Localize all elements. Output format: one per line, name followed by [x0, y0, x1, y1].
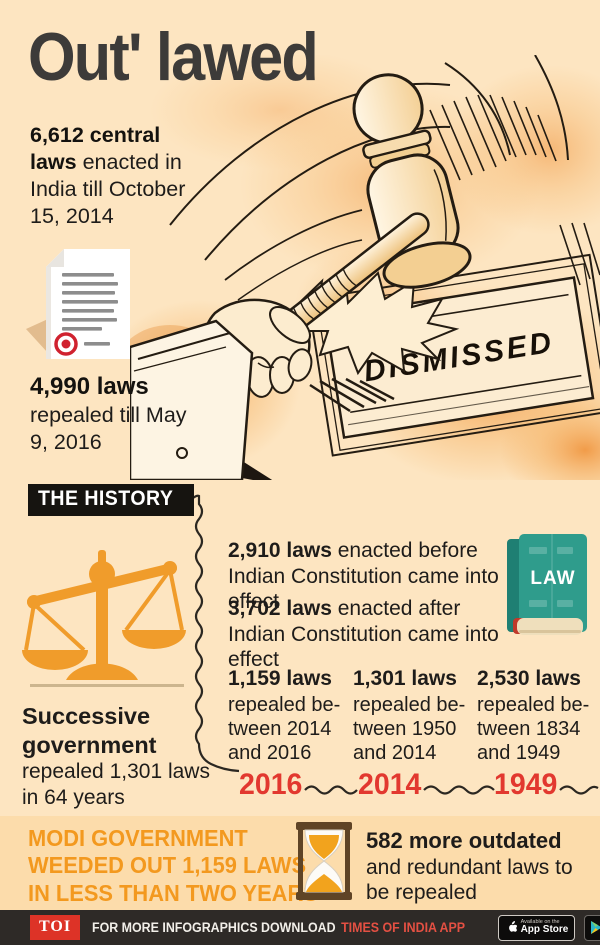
sleeve — [130, 319, 254, 480]
stat-column-line: and 2016 — [228, 742, 312, 765]
badge-line1: Available on the — [520, 918, 560, 925]
stat-laws-enacted: 6,612 central laws enacted in India till… — [30, 122, 206, 230]
footer-promo-white: FOR MORE INFOGRAPHICS DOWNLOAD — [92, 920, 336, 935]
section-label-history-text: THE HISTORY — [38, 487, 174, 510]
caption-successive-government: Successive government repealed 1,301 law… — [22, 702, 218, 811]
stat-laws-enacted-label: enacted in India till October 15, 2014 — [30, 149, 186, 228]
document-icon — [26, 249, 130, 359]
timeline-year-1949: 1949 — [494, 768, 558, 801]
apple-icon — [508, 920, 517, 932]
stat-laws-repealed-label: repealed till May 9, 2016 — [30, 403, 187, 454]
stat-column-line: tween 1834 — [477, 718, 581, 741]
caption-successive-bold: Successive government — [22, 703, 157, 758]
stat-column-value: 2,530 laws — [477, 667, 581, 690]
section-label-history: THE HISTORY — [28, 484, 194, 516]
hatching-lines — [429, 94, 600, 286]
footer-promo-red: TIMES OF INDIA APP — [341, 920, 466, 935]
stat-column-line: repealed be- — [228, 694, 341, 717]
toi-logo: TOI — [30, 915, 81, 940]
timeline-year-2016: 2016 — [239, 768, 303, 801]
badge-line2: App Store — [520, 924, 569, 936]
modi-line: WEEDED OUT 1,159 LAWS — [28, 852, 307, 879]
stat-column-line: tween 1950 — [353, 718, 457, 741]
hourglass-icon — [296, 822, 352, 900]
stat-laws-repealed-value: 4,990 laws — [30, 373, 149, 400]
stat-before-constitution-value: 2,910 laws — [228, 539, 332, 562]
stat-before-constitution-label: enacted before Indian Constitution came … — [228, 539, 499, 614]
modi-line: IN LESS THAN TWO YEARS — [28, 879, 318, 906]
caption-successive-rest: repealed 1,301 laws in 64 years — [22, 760, 210, 809]
stat-after-constitution: 3,702 laws enacted after Indian Constitu… — [228, 596, 522, 673]
footer-promo-text: FOR MORE INFOGRAPHICS DOWNLOAD TIMES OF I… — [92, 920, 465, 935]
stat-outdated-laws: 582 more outdated and redundant laws to … — [366, 828, 586, 906]
stat-column-1834-1949: 2,530 laws repealed be- tween 1834 and 1… — [477, 666, 597, 765]
stat-column-value: 1,159 laws — [228, 667, 332, 690]
google-play-badge[interactable]: ANDROID APP ON Google play — [584, 914, 600, 941]
law-book-icon: LAW — [507, 534, 587, 635]
page-title: Out' lawed — [28, 19, 319, 95]
stat-before-constitution: 2,910 laws enacted before Indian Constit… — [228, 538, 522, 615]
modi-government-callout: MODI GOVERNMENT WEEDED OUT 1,159 LAWS IN… — [28, 825, 318, 907]
stat-column-2014-2016: 1,159 laws repealed be- tween 2014 and 2… — [228, 666, 348, 765]
stat-laws-repealed: 4,990 laws repealed till May 9, 2016 — [30, 372, 210, 456]
timeline-wavy-lines — [304, 785, 599, 795]
store-badges: Available on the App Store ANDROID APP O… — [497, 914, 600, 941]
modi-line: MODI GOVERNMENT — [28, 825, 248, 851]
gavel-illustration: DISMISSED — [130, 55, 600, 480]
google-play-icon — [591, 921, 600, 934]
footer-bar: TOI FOR MORE INFOGRAPHICS DOWNLOAD TIMES … — [0, 910, 600, 945]
document-text-lines — [62, 273, 118, 346]
stat-column-line: repealed be- — [353, 694, 466, 717]
law-book-label: LAW — [530, 568, 575, 589]
stat-column-line: repealed be- — [477, 694, 590, 717]
stat-laws-enacted-value: 6,612 central laws — [30, 123, 161, 174]
scales-of-justice-icon — [22, 550, 186, 687]
stat-column-line: and 1949 — [477, 742, 561, 765]
stat-outdated-label: and redundant laws to be repealed — [366, 855, 573, 905]
stat-column-value: 1,301 laws — [353, 667, 457, 690]
stat-after-constitution-label: enacted after Indian Constitution came i… — [228, 597, 499, 672]
squiggle-connector — [160, 493, 240, 773]
stat-column-1950-2014: 1,301 laws repealed be- tween 1950 and 2… — [353, 666, 473, 765]
stat-column-line: and 2014 — [353, 742, 437, 765]
stat-column-line: tween 2014 — [228, 718, 332, 741]
timeline-year-2014: 2014 — [358, 768, 422, 801]
app-store-badge[interactable]: Available on the App Store — [497, 914, 576, 941]
stat-outdated-value: 582 more outdated — [366, 828, 562, 853]
stat-after-constitution-value: 3,702 laws — [228, 597, 332, 620]
